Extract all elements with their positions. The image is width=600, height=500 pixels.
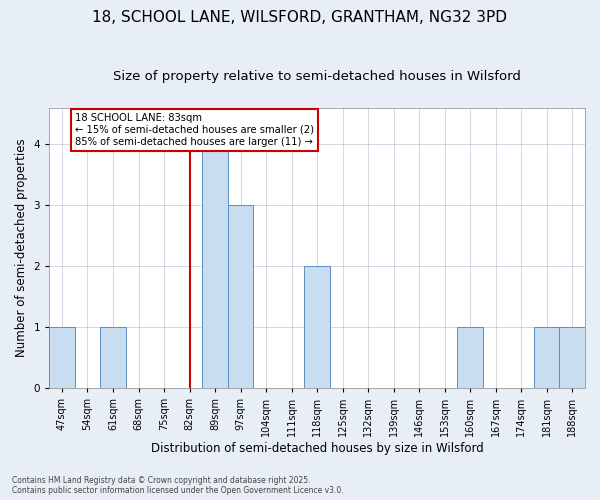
Bar <box>228 206 253 388</box>
Bar <box>559 327 585 388</box>
Text: 18 SCHOOL LANE: 83sqm
← 15% of semi-detached houses are smaller (2)
85% of semi-: 18 SCHOOL LANE: 83sqm ← 15% of semi-deta… <box>75 114 314 146</box>
Bar <box>202 144 228 388</box>
Bar <box>534 327 559 388</box>
Text: Contains HM Land Registry data © Crown copyright and database right 2025.
Contai: Contains HM Land Registry data © Crown c… <box>12 476 344 495</box>
Text: 18, SCHOOL LANE, WILSFORD, GRANTHAM, NG32 3PD: 18, SCHOOL LANE, WILSFORD, GRANTHAM, NG3… <box>92 10 508 25</box>
Bar <box>457 327 483 388</box>
X-axis label: Distribution of semi-detached houses by size in Wilsford: Distribution of semi-detached houses by … <box>151 442 484 455</box>
Bar <box>100 327 126 388</box>
Title: Size of property relative to semi-detached houses in Wilsford: Size of property relative to semi-detach… <box>113 70 521 83</box>
Bar <box>304 266 330 388</box>
Y-axis label: Number of semi-detached properties: Number of semi-detached properties <box>15 138 28 357</box>
Bar <box>49 327 75 388</box>
